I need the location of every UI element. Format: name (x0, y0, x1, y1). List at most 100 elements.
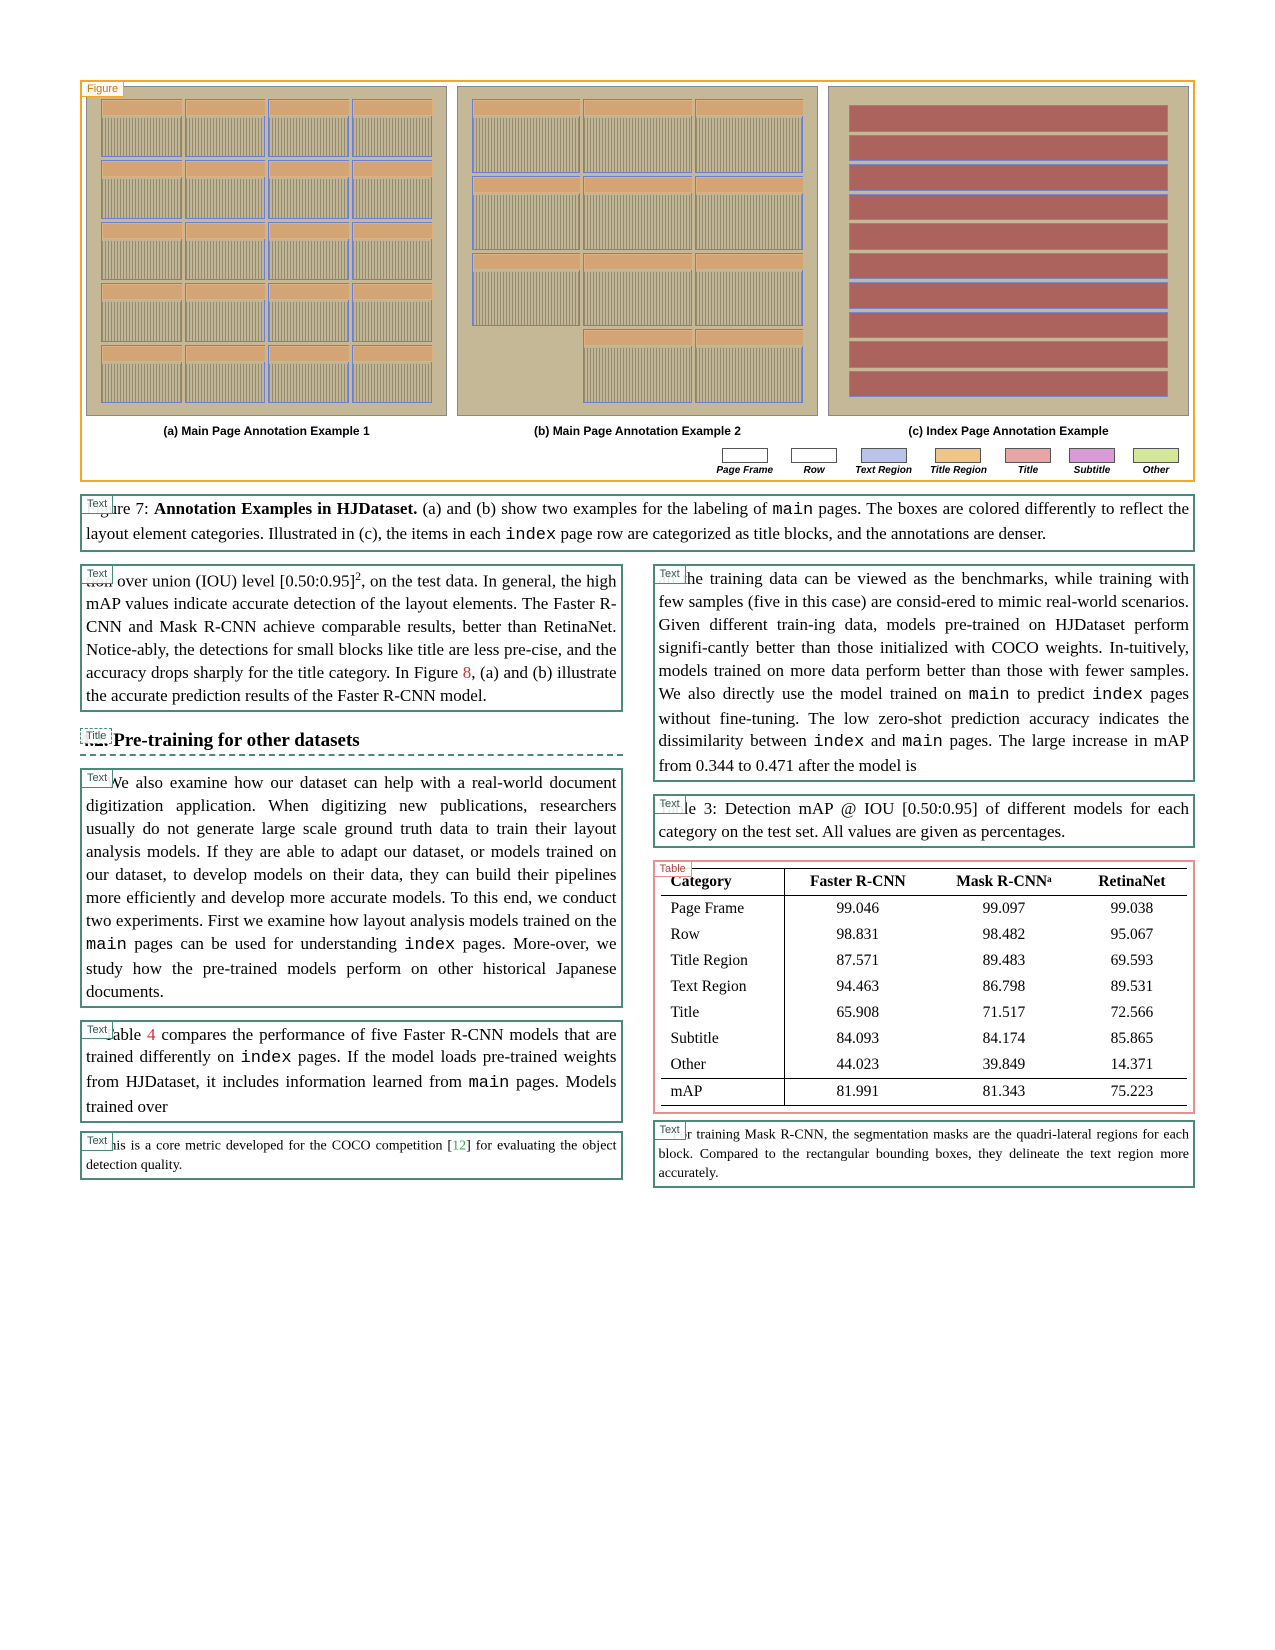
table-cell: Other (661, 1052, 785, 1079)
doc-page-main-1 (86, 86, 447, 416)
table-row: Title Region87.57189.48369.593 (661, 948, 1188, 974)
p3-ref[interactable]: 4 (147, 1025, 156, 1044)
figure-panel-b: (b) Main Page Annotation Example 2 (457, 86, 818, 438)
table-cell: 99.097 (931, 896, 1077, 923)
legend-swatch (1069, 448, 1115, 463)
text-tag: Text (81, 769, 113, 788)
table-cell: 84.174 (931, 1026, 1077, 1052)
rp1-a: all the training data can be viewed as t… (659, 569, 1190, 703)
table-cell: 94.463 (784, 974, 931, 1000)
figure-panel-c: (c) Index Page Annotation Example (828, 86, 1189, 438)
rp1-b: to predict (1010, 684, 1092, 703)
figure-7-caption: Text Figure 7: Annotation Examples in HJ… (80, 494, 1195, 552)
figure-panel-a: (a) Main Page Annotation Example 1 (86, 86, 447, 438)
rp1-m1: main (969, 686, 1010, 705)
text-tag: Text (81, 565, 113, 584)
p1-ref[interactable]: 8 (463, 663, 472, 682)
table-cell: 72.566 (1077, 1000, 1187, 1026)
table-cell: mAP (661, 1079, 785, 1106)
table-3-data: CategoryFaster R-CNNMask R-CNNᵃRetinaNet… (661, 868, 1188, 1106)
legend-swatch (1133, 448, 1179, 463)
legend-item: Other (1133, 448, 1179, 476)
left-column: Text tion over union (IOU) level [0.50:0… (80, 564, 623, 1200)
text-tag: Text (654, 565, 686, 584)
figure-legend: Page FrameRowText RegionTitle RegionTitl… (86, 448, 1189, 476)
left-para-3: Text Table 4 compares the performance of… (80, 1020, 623, 1124)
legend-item: Text Region (855, 448, 912, 476)
table-cell: 87.571 (784, 948, 931, 974)
text-tag: Text (81, 1021, 113, 1040)
table-cell: Title Region (661, 948, 785, 974)
text-tag: Text (654, 1121, 686, 1140)
body-columns: Text tion over union (IOU) level [0.50:0… (80, 564, 1195, 1200)
legend-swatch (935, 448, 981, 463)
table-row: Row98.83198.48295.067 (661, 922, 1188, 948)
p2-a: We also examine how our dataset can help… (86, 773, 617, 930)
text-tag: Text (81, 1132, 113, 1151)
p3-mono2: main (469, 1074, 510, 1093)
rp1-m2: index (1092, 686, 1143, 705)
figure-7: Figure (a) Main Page Annotation Example … (80, 80, 1195, 482)
table-cell: Row (661, 922, 785, 948)
table-footnote: Text aFor training Mask R-CNN, the segme… (653, 1120, 1196, 1187)
table-cell: 89.531 (1077, 974, 1187, 1000)
fn-a: This is a core metric developed for the … (101, 1139, 452, 1154)
table-cell: Title (661, 1000, 785, 1026)
caption-mono-2: index (505, 526, 556, 545)
panel-b-caption: (b) Main Page Annotation Example 2 (534, 424, 741, 438)
paper-page: Figure (a) Main Page Annotation Example … (0, 0, 1275, 1650)
rp1-m4: main (902, 733, 943, 752)
table-cell: 85.865 (1077, 1026, 1187, 1052)
legend-swatch (791, 448, 837, 463)
table-3-caption: Text Table 3: Detection mAP @ IOU [0.50:… (653, 794, 1196, 848)
table-header: Mask R-CNNᵃ (931, 869, 1077, 896)
legend-label: Title Region (930, 465, 987, 476)
p2-b: pages can be used for understanding (127, 934, 404, 953)
doc-page-index (828, 86, 1189, 416)
legend-label: Row (804, 465, 825, 476)
table-tag: Table (654, 861, 692, 877)
table-row: Page Frame99.04699.09799.038 (661, 896, 1188, 923)
table-cell: 98.831 (784, 922, 931, 948)
legend-swatch (861, 448, 907, 463)
p2-mono1: main (86, 936, 127, 955)
table-row: Title65.90871.51772.566 (661, 1000, 1188, 1026)
panel-a-caption: (a) Main Page Annotation Example 1 (163, 424, 369, 438)
table-row: Text Region94.46386.79889.531 (661, 974, 1188, 1000)
table-summary-row: mAP81.99181.34375.223 (661, 1079, 1188, 1106)
left-para-1: Text tion over union (IOU) level [0.50:0… (80, 564, 623, 712)
caption-mono-1: main (772, 501, 813, 520)
figure-panels-row: (a) Main Page Annotation Example 1 (b) M… (86, 86, 1189, 438)
table-row: Subtitle84.09384.17485.865 (661, 1026, 1188, 1052)
table-cell: 99.038 (1077, 896, 1187, 923)
legend-label: Other (1143, 465, 1170, 476)
left-para-2: Text We also examine how our dataset can… (80, 768, 623, 1007)
table-cell: 71.517 (931, 1000, 1077, 1026)
table-header: Faster R-CNN (784, 869, 931, 896)
section-title: Pre-training for other datasets (109, 730, 360, 751)
table-cell: 98.482 (931, 922, 1077, 948)
table-cell: 65.908 (784, 1000, 931, 1026)
rp1-m3: index (813, 733, 864, 752)
table-cell: 14.371 (1077, 1052, 1187, 1079)
text-tag: Text (81, 495, 113, 514)
table-cell: 81.991 (784, 1079, 931, 1106)
table-cell: 86.798 (931, 974, 1077, 1000)
legend-swatch (1005, 448, 1051, 463)
table-cell: 84.093 (784, 1026, 931, 1052)
legend-item: Title Region (930, 448, 987, 476)
table-cell: 69.593 (1077, 948, 1187, 974)
panel-c-caption: (c) Index Page Annotation Example (908, 424, 1108, 438)
right-para-1: Text all the training data can be viewed… (653, 564, 1196, 782)
doc-page-main-2 (457, 86, 818, 416)
legend-label: Title (1018, 465, 1038, 476)
caption-rest-3: page row are categorized as title blocks… (556, 524, 1046, 543)
fn-ref[interactable]: 12 (452, 1139, 466, 1154)
legend-item: Subtitle (1069, 448, 1115, 476)
table-cell: 89.483 (931, 948, 1077, 974)
legend-label: Subtitle (1074, 465, 1111, 476)
table-cell: 81.343 (931, 1079, 1077, 1106)
table-cell: 99.046 (784, 896, 931, 923)
left-footnote: Text 2This is a core metric developed fo… (80, 1131, 623, 1179)
table-cell: 95.067 (1077, 922, 1187, 948)
